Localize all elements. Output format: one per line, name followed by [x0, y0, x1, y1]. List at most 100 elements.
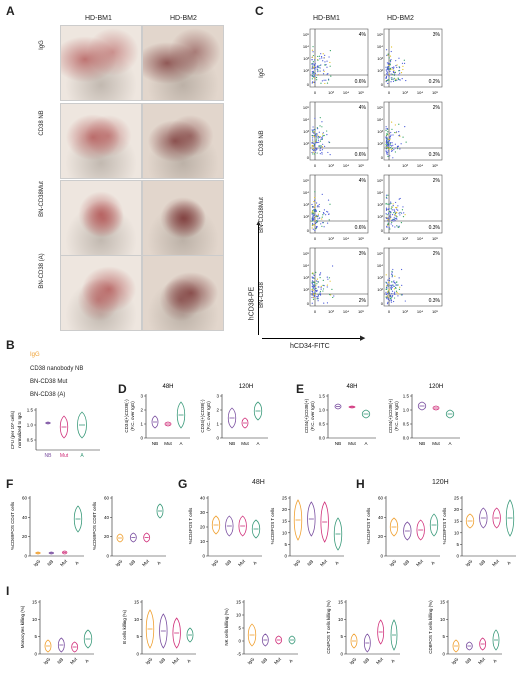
x-tick-label: NB	[419, 441, 425, 446]
facs-event	[317, 69, 319, 71]
facs-event	[312, 294, 315, 296]
y-tick-label: 1.0	[403, 408, 410, 413]
facs-event	[313, 143, 316, 145]
facs-xtick: 10⁵	[432, 236, 438, 241]
facs-ytick: 10⁵	[303, 32, 309, 37]
facs-event	[388, 218, 390, 220]
facs-event	[311, 68, 313, 70]
facs-event	[386, 298, 388, 300]
y-tick-label: 20	[22, 534, 28, 539]
facs-event	[316, 289, 318, 291]
facs-event	[323, 302, 325, 304]
facs-event	[317, 300, 319, 302]
facs-ytick: 10⁴	[303, 117, 309, 122]
facs-event	[387, 296, 389, 298]
facs-event	[390, 212, 392, 214]
facs-event	[312, 67, 314, 69]
facs-event	[315, 271, 317, 273]
facs-plot: 10⁵ 10⁴ 10³ 10² 00 10³ 10⁴ 10⁵ 2% 0.3%	[377, 174, 443, 241]
violin	[261, 633, 269, 647]
facs-ytick: 10²	[303, 141, 309, 146]
facs-event	[387, 82, 389, 85]
x-tick-label: Mut	[319, 558, 328, 567]
facs-event	[391, 275, 394, 277]
facs-event	[311, 56, 314, 58]
facs-event	[400, 212, 403, 214]
facs-event	[394, 282, 396, 284]
facs-event	[388, 295, 390, 297]
panel-f-chart: 60 40 20 0 %CD69POS CD4T cells IgG NB Mut A 60 40 2…	[10, 496, 166, 567]
facs-event	[388, 203, 390, 205]
facs-event	[396, 212, 398, 214]
y-tick-label: 40	[200, 496, 206, 501]
y-tick-label: 60	[104, 496, 110, 501]
y-tick-label: 0	[106, 554, 109, 559]
facs-event	[313, 153, 316, 155]
panel-b-legend-a: BN-CD38 (A)	[30, 392, 66, 398]
facs-event	[312, 287, 314, 289]
x-tick-label: A	[156, 560, 162, 566]
facs-event	[395, 217, 397, 219]
violin	[211, 515, 221, 535]
violin	[334, 403, 342, 410]
facs-event	[390, 294, 392, 297]
facs-event	[387, 144, 389, 147]
facs-plot: 10⁵ 10⁴ 10³ 10² 00 10³ 10⁴ 10⁵ 2% 0.3%	[377, 101, 443, 168]
facs-event	[394, 291, 396, 293]
facs-event	[322, 290, 324, 292]
facs-event	[385, 288, 387, 290]
facs-frame	[383, 28, 443, 88]
facs-event	[311, 218, 314, 220]
facs-event	[389, 67, 392, 69]
facs-event	[391, 209, 393, 211]
facs-event	[322, 279, 324, 282]
facs-event	[395, 290, 398, 292]
facs-event	[312, 153, 314, 155]
violin	[348, 405, 356, 409]
facs-event	[313, 217, 315, 219]
x-tick-label: Mut	[432, 441, 440, 446]
facs-event	[311, 281, 313, 283]
facs-event	[392, 213, 394, 216]
facs-event	[393, 69, 395, 72]
violin	[247, 623, 257, 647]
facs-event	[391, 68, 393, 70]
x-tick-label: Mut	[164, 441, 172, 446]
facs-event	[312, 65, 314, 67]
facs-event	[315, 147, 317, 149]
facs-event	[314, 67, 316, 69]
x-tick-label: A	[390, 658, 396, 664]
facs-bottom-pct: 0.3%	[429, 298, 441, 304]
facs-event	[316, 290, 318, 293]
facs-event	[392, 268, 394, 271]
facs-event	[393, 209, 395, 211]
facs-event	[319, 290, 322, 293]
facs-event	[319, 70, 321, 72]
facs-event	[325, 214, 327, 216]
violin	[116, 533, 124, 543]
facs-event	[394, 143, 396, 145]
facs-event	[397, 145, 400, 147]
facs-event	[390, 148, 393, 151]
facs-event	[395, 284, 397, 286]
x-tick-label: NB	[464, 657, 472, 665]
facs-ytick: 10⁴	[303, 263, 309, 268]
violin	[479, 507, 488, 529]
facs-event	[311, 149, 314, 151]
facs-xtick: 10⁵	[432, 309, 438, 314]
x-tick-label: A	[84, 658, 90, 664]
x-tick-label: NB	[128, 559, 136, 567]
facs-event	[387, 74, 389, 76]
panel-c-xarrow-head: ▶	[360, 335, 366, 342]
facs-xtick: 0	[388, 90, 391, 95]
facs-event	[395, 80, 397, 82]
facs-event	[317, 139, 320, 141]
facs-event	[318, 66, 320, 68]
facs-event	[391, 66, 393, 69]
facs-event	[313, 218, 315, 220]
facs-event	[311, 59, 313, 61]
facs-event	[312, 215, 314, 217]
y-tick-label: 15	[282, 519, 288, 524]
facs-event	[312, 151, 314, 153]
facs-event	[398, 277, 400, 279]
